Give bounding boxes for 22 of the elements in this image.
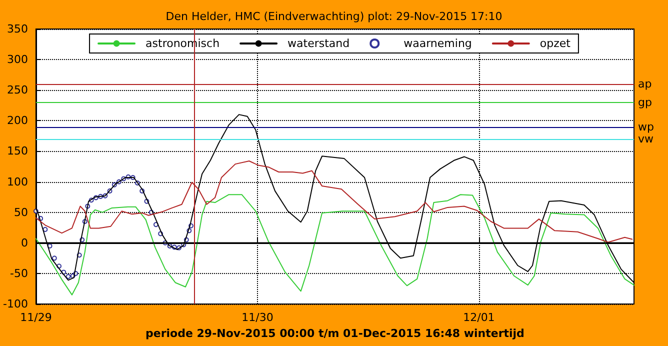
legend-label: opzet — [540, 37, 572, 50]
x-tick-label: 11/29 — [20, 311, 52, 324]
x-axis-title: periode 29-Nov-2015 00:00 t/m 01-Dec-2015 16:48 wintertijd — [146, 327, 524, 340]
y-tick-label: 100 — [6, 175, 28, 188]
y-tick-label: 300 — [6, 53, 28, 66]
y-tick-label: -50 — [10, 266, 28, 280]
y-tick-label: 50 — [14, 206, 28, 219]
ref-line-label: vw — [638, 132, 654, 146]
y-tick-label: 150 — [6, 144, 28, 158]
x-tick-label: 12/01 — [463, 311, 495, 324]
chart-title: Den Helder, HMC (Eindverwachting) plot: 29-Nov-2015 17:10 — [166, 10, 502, 23]
ref-line-label: wp — [638, 120, 654, 134]
x-tick-label: 11/30 — [242, 311, 274, 324]
legend-label: waarneming — [404, 37, 472, 50]
ref-line-label: ap — [638, 78, 652, 90]
y-tick-label: -100 — [2, 298, 28, 310]
y-tick-label: 250 — [6, 84, 28, 97]
y-tick-label: 350 — [6, 22, 28, 36]
y-tick-label: 0 — [20, 236, 28, 250]
legend-label: waterstand — [288, 37, 350, 50]
ref-line-label: gp — [638, 96, 652, 109]
y-tick-label: 200 — [6, 114, 28, 128]
